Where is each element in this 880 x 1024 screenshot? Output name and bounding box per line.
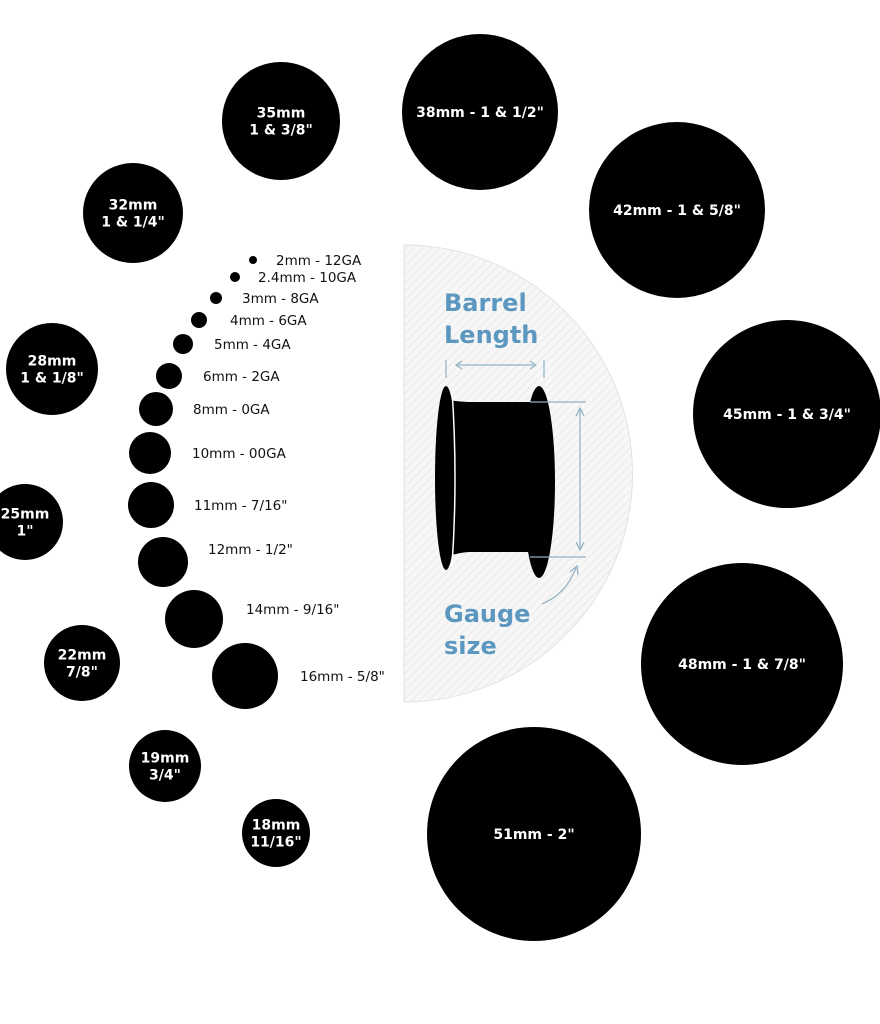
size-label: 19mm 3/4" [141, 751, 190, 784]
size-label: 3mm - 8GA [242, 291, 319, 307]
circle-mark [128, 482, 174, 528]
circle-mark [427, 727, 641, 941]
size-circle: 18mm 11/16" [242, 799, 310, 867]
size-circle: 35mm 1 & 3/8" [222, 62, 340, 180]
size-circle-small: 2mm - 12GA [249, 253, 362, 269]
size-label: 25mm 1" [1, 507, 50, 540]
size-circle: 19mm 3/4" [129, 730, 201, 802]
circle-mark [589, 122, 765, 298]
size-label: 16mm - 5/8" [300, 669, 385, 685]
circle-mark [83, 163, 183, 263]
circle-mark [129, 432, 171, 474]
circle-mark [641, 563, 843, 765]
gauge-size-label: Gauge size [444, 600, 539, 660]
size-label: 2.4mm - 10GA [258, 270, 357, 286]
circle-mark [138, 537, 188, 587]
circle-mark [129, 730, 201, 802]
size-circle: 42mm - 1 & 5/8" [589, 122, 765, 298]
circle-mark [0, 484, 63, 560]
size-circle-small: 12mm - 1/2" [138, 537, 293, 587]
barrel-diagram-panel: Barrel Length Gauge size [403, 244, 633, 703]
circle-mark [210, 292, 222, 304]
size-label: 42mm - 1 & 5/8" [613, 203, 741, 219]
size-label: 18mm 11/16" [250, 818, 301, 851]
circle-mark [191, 312, 207, 328]
circle-mark [242, 799, 310, 867]
circle-mark [173, 334, 193, 354]
size-circle-small: 3mm - 8GA [210, 291, 319, 307]
circle-mark [222, 62, 340, 180]
size-label: 14mm - 9/16" [246, 602, 339, 618]
size-label: 48mm - 1 & 7/8" [678, 657, 806, 673]
size-circle: 51mm - 2" [427, 727, 641, 941]
size-circle: 25mm 1" [0, 484, 63, 560]
size-label: 32mm 1 & 1/4" [101, 198, 165, 231]
size-label: 2mm - 12GA [276, 253, 362, 269]
size-label: 12mm - 1/2" [208, 542, 293, 558]
circle-mark [6, 323, 98, 415]
circle-mark [139, 392, 173, 426]
size-label: 22mm 7/8" [58, 648, 107, 681]
size-label: 10mm - 00GA [192, 446, 287, 462]
circle-mark [212, 643, 278, 709]
circle-mark [230, 272, 240, 282]
size-label: 5mm - 4GA [214, 337, 291, 353]
size-circle-small: 6mm - 2GA [156, 363, 280, 389]
size-label: 4mm - 6GA [230, 313, 307, 329]
circle-mark [402, 34, 558, 190]
size-circle: 22mm 7/8" [44, 625, 120, 701]
size-circle-small: 2.4mm - 10GA [230, 270, 357, 286]
size-label: 8mm - 0GA [193, 402, 270, 418]
barrel-length-label: Barrel Length [444, 289, 538, 349]
size-circle-small: 10mm - 00GA [129, 432, 287, 474]
size-label: 38mm - 1 & 1/2" [416, 105, 544, 121]
size-label: 51mm - 2" [493, 827, 574, 843]
plug-illustration [435, 386, 555, 578]
size-circle: 38mm - 1 & 1/2" [402, 34, 558, 190]
circle-mark [44, 625, 120, 701]
circle-mark [165, 590, 223, 648]
size-circle: 48mm - 1 & 7/8" [641, 563, 843, 765]
size-circle-small: 14mm - 9/16" [165, 590, 339, 648]
size-label: 6mm - 2GA [203, 369, 280, 385]
circle-mark [156, 363, 182, 389]
size-circle: 28mm 1 & 1/8" [6, 323, 98, 415]
measurement-lines [445, 360, 586, 605]
circle-mark [249, 256, 257, 264]
size-circle-small: 16mm - 5/8" [212, 643, 385, 709]
size-label: 35mm 1 & 3/8" [249, 106, 313, 139]
size-circle-small: 5mm - 4GA [173, 334, 291, 354]
size-circle-small: 4mm - 6GA [191, 312, 307, 329]
size-circle-small: 8mm - 0GA [139, 392, 270, 426]
size-label: 45mm - 1 & 3/4" [723, 407, 851, 423]
size-circle-small: 11mm - 7/16" [128, 482, 287, 528]
size-circle: 45mm - 1 & 3/4" [693, 320, 880, 508]
size-label: 11mm - 7/16" [194, 498, 287, 514]
size-label: 28mm 1 & 1/8" [20, 354, 84, 387]
circle-mark [693, 320, 880, 508]
size-circle: 32mm 1 & 1/4" [83, 163, 183, 263]
